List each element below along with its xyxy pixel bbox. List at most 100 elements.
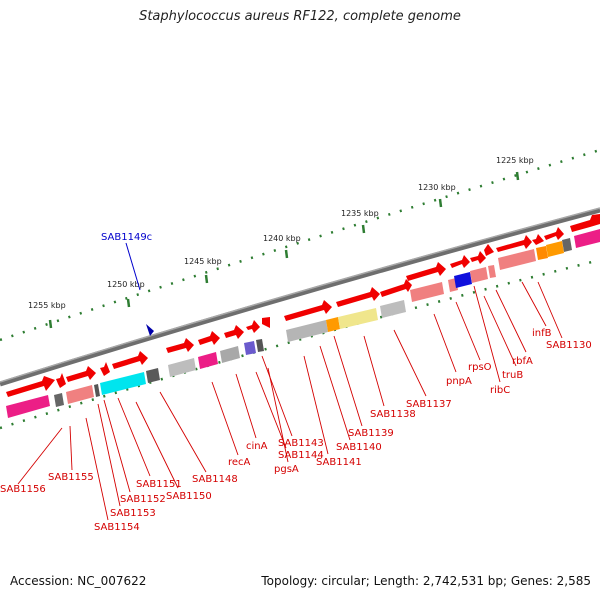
gene-leader-line	[433, 313, 457, 373]
gene-label: SAB1140	[336, 442, 382, 453]
gene-block	[94, 384, 100, 397]
gene-leader-line	[85, 417, 109, 521]
gene-block	[66, 385, 94, 404]
highlight-gene-label: SAB1149c	[101, 232, 152, 243]
gene-label: rpsO	[468, 362, 492, 373]
gene-arrow	[100, 362, 110, 376]
gene-label: SAB1138	[370, 409, 416, 420]
gene-leader-line	[17, 427, 63, 485]
gene-label: SAB1143	[278, 438, 324, 449]
gene-label: pgsA	[274, 464, 299, 475]
gene-block	[574, 229, 600, 248]
gene-block	[498, 249, 536, 270]
gene-label: SAB1141	[316, 457, 362, 468]
scale-tick	[48, 319, 53, 329]
forward-genes	[6, 214, 600, 397]
gene-block	[168, 358, 196, 377]
gene-label: SAB1151	[136, 479, 182, 490]
gene-label: recA	[228, 457, 251, 468]
scale-label: 1250 kbp	[107, 280, 145, 289]
gene-label: SAB1155	[48, 472, 94, 483]
gene-arrow	[66, 366, 96, 382]
gene-label: SAB1148	[192, 474, 238, 485]
scale-tick	[515, 171, 520, 181]
gene-block	[562, 238, 572, 252]
gene-block	[146, 368, 160, 383]
gene-leader-line	[455, 301, 481, 361]
scale-ruler	[0, 148, 600, 342]
gene-arrow	[6, 376, 55, 397]
gene-arrow	[166, 338, 194, 353]
gene-block	[470, 267, 488, 283]
gene-leader-line	[255, 371, 287, 449]
gene-arrow	[380, 279, 412, 297]
scale-label: 1240 kbp	[263, 234, 301, 243]
gene-label: SAB1150	[166, 491, 212, 502]
gene-block	[410, 282, 444, 302]
gene-leader-line	[483, 295, 517, 367]
gene-leader-line	[363, 335, 385, 407]
scale-tick	[204, 274, 209, 284]
scale-labels: 1225 kbp 1230 kbp 1235 kbp 1240 kbp 1245 kbp…	[28, 156, 534, 310]
gene-label: ribC	[490, 385, 510, 396]
reverse-genes	[6, 229, 600, 418]
page-title: Staphylococcus aureus RF122, complete ge…	[139, 9, 461, 24]
gene-block	[546, 241, 564, 257]
gene-leader-line	[495, 289, 527, 353]
gene-labels: SAB1156SAB1155SAB1154SAB1153SAB1152SAB11…	[0, 281, 592, 533]
gene-leader-line	[261, 355, 293, 437]
gene-label: pnpA	[446, 376, 472, 387]
highlight-gene: SAB1149c	[101, 232, 154, 336]
scale-label: 1255 kbp	[28, 301, 66, 310]
highlight-marker	[146, 324, 154, 336]
gene-arrow	[112, 351, 148, 369]
gene-block	[338, 308, 378, 329]
gene-arrow	[484, 244, 494, 256]
gene-arrow	[450, 255, 470, 268]
genome-backbone-highlight	[0, 207, 600, 383]
gene-block	[198, 352, 218, 369]
gene-arrow	[532, 234, 544, 245]
accession-text: Accession: NC_007622	[10, 574, 147, 588]
gene-leader-line	[319, 345, 351, 441]
gene-leader-line	[267, 367, 289, 463]
gene-arrow	[198, 331, 220, 345]
scale-label: 1235 kbp	[341, 209, 379, 218]
topology-text: Topology: circular; Length: 2,742,531 bp…	[261, 574, 591, 588]
scale-tick	[361, 224, 366, 234]
highlight-leader	[125, 242, 141, 291]
gene-leader-line	[159, 391, 207, 473]
gene-label: truB	[502, 370, 523, 381]
gene-arrow	[496, 235, 532, 252]
gene-block	[488, 265, 496, 278]
gene-label: SAB1156	[0, 484, 46, 495]
gene-block	[6, 395, 50, 418]
gene-label: infB	[532, 328, 552, 339]
scale-tick	[438, 198, 443, 208]
gene-block	[326, 317, 340, 332]
gene-label: SAB1144	[278, 450, 324, 461]
gene-block	[286, 320, 328, 342]
gene-leader-line	[69, 425, 73, 471]
gene-leader-line	[117, 397, 151, 477]
gene-block	[220, 346, 240, 363]
gene-label: SAB1130	[546, 340, 592, 351]
gene-leader-line	[333, 335, 363, 427]
scale-label: 1230 kbp	[418, 183, 456, 192]
gene-label: cinA	[246, 441, 268, 452]
gene-arrow	[406, 262, 446, 281]
gene-label: SAB1154	[94, 522, 140, 533]
gene-leader-line	[393, 329, 427, 397]
scale-label: 1225 kbp	[496, 156, 534, 165]
scale-tick	[126, 298, 131, 308]
scale-tick	[284, 249, 289, 259]
gene-arrow	[336, 287, 380, 307]
gene-leader-line	[211, 381, 239, 456]
gene-arrow	[246, 320, 260, 333]
gene-leader-line	[473, 285, 501, 383]
gene-arrow	[470, 251, 486, 264]
gene-leader-line	[135, 401, 179, 489]
gene-label: SAB1152	[120, 494, 166, 505]
gene-arrow	[284, 300, 332, 321]
